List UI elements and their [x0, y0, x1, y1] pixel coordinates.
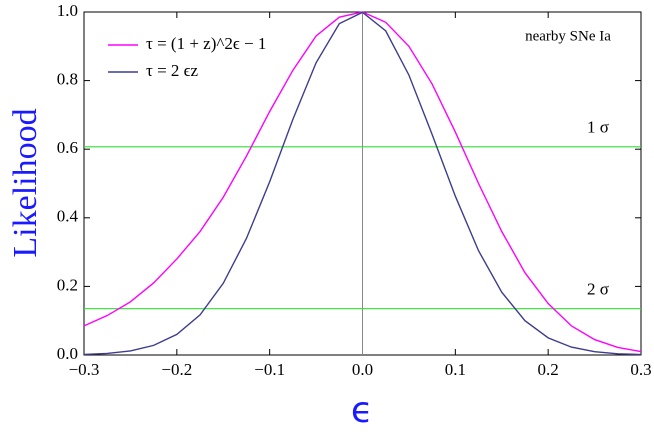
annotation: nearby SNe Ia	[525, 28, 611, 44]
x-tick-label: −0.1	[254, 360, 285, 379]
x-tick-label: −0.2	[161, 360, 192, 379]
y-tick-label: 0.2	[57, 275, 78, 294]
reference-label: 2 σ	[587, 280, 609, 299]
x-tick-label: 0.0	[352, 360, 373, 379]
x-tick-label: 0.3	[630, 360, 651, 379]
y-tick-label: 0.4	[57, 207, 79, 226]
y-axis-label: Likelihood	[7, 108, 44, 257]
x-tick-label: 0.1	[445, 360, 466, 379]
x-tick-label: 0.2	[538, 360, 559, 379]
series-line	[83, 11, 642, 356]
y-tick-label: 0.6	[57, 138, 78, 157]
reference-label: 1 σ	[587, 118, 609, 137]
y-tick-label: 0.0	[57, 344, 78, 363]
legend-label: τ = (1 + z)^2ϵ − 1	[146, 34, 266, 53]
y-tick-label: 0.8	[57, 70, 78, 89]
legend-label: τ = 2 ϵz	[146, 61, 199, 80]
x-axis-label: ϵ	[351, 390, 373, 431]
x-tick-label: −0.3	[69, 360, 100, 379]
y-tick-label: 1.0	[57, 1, 78, 20]
